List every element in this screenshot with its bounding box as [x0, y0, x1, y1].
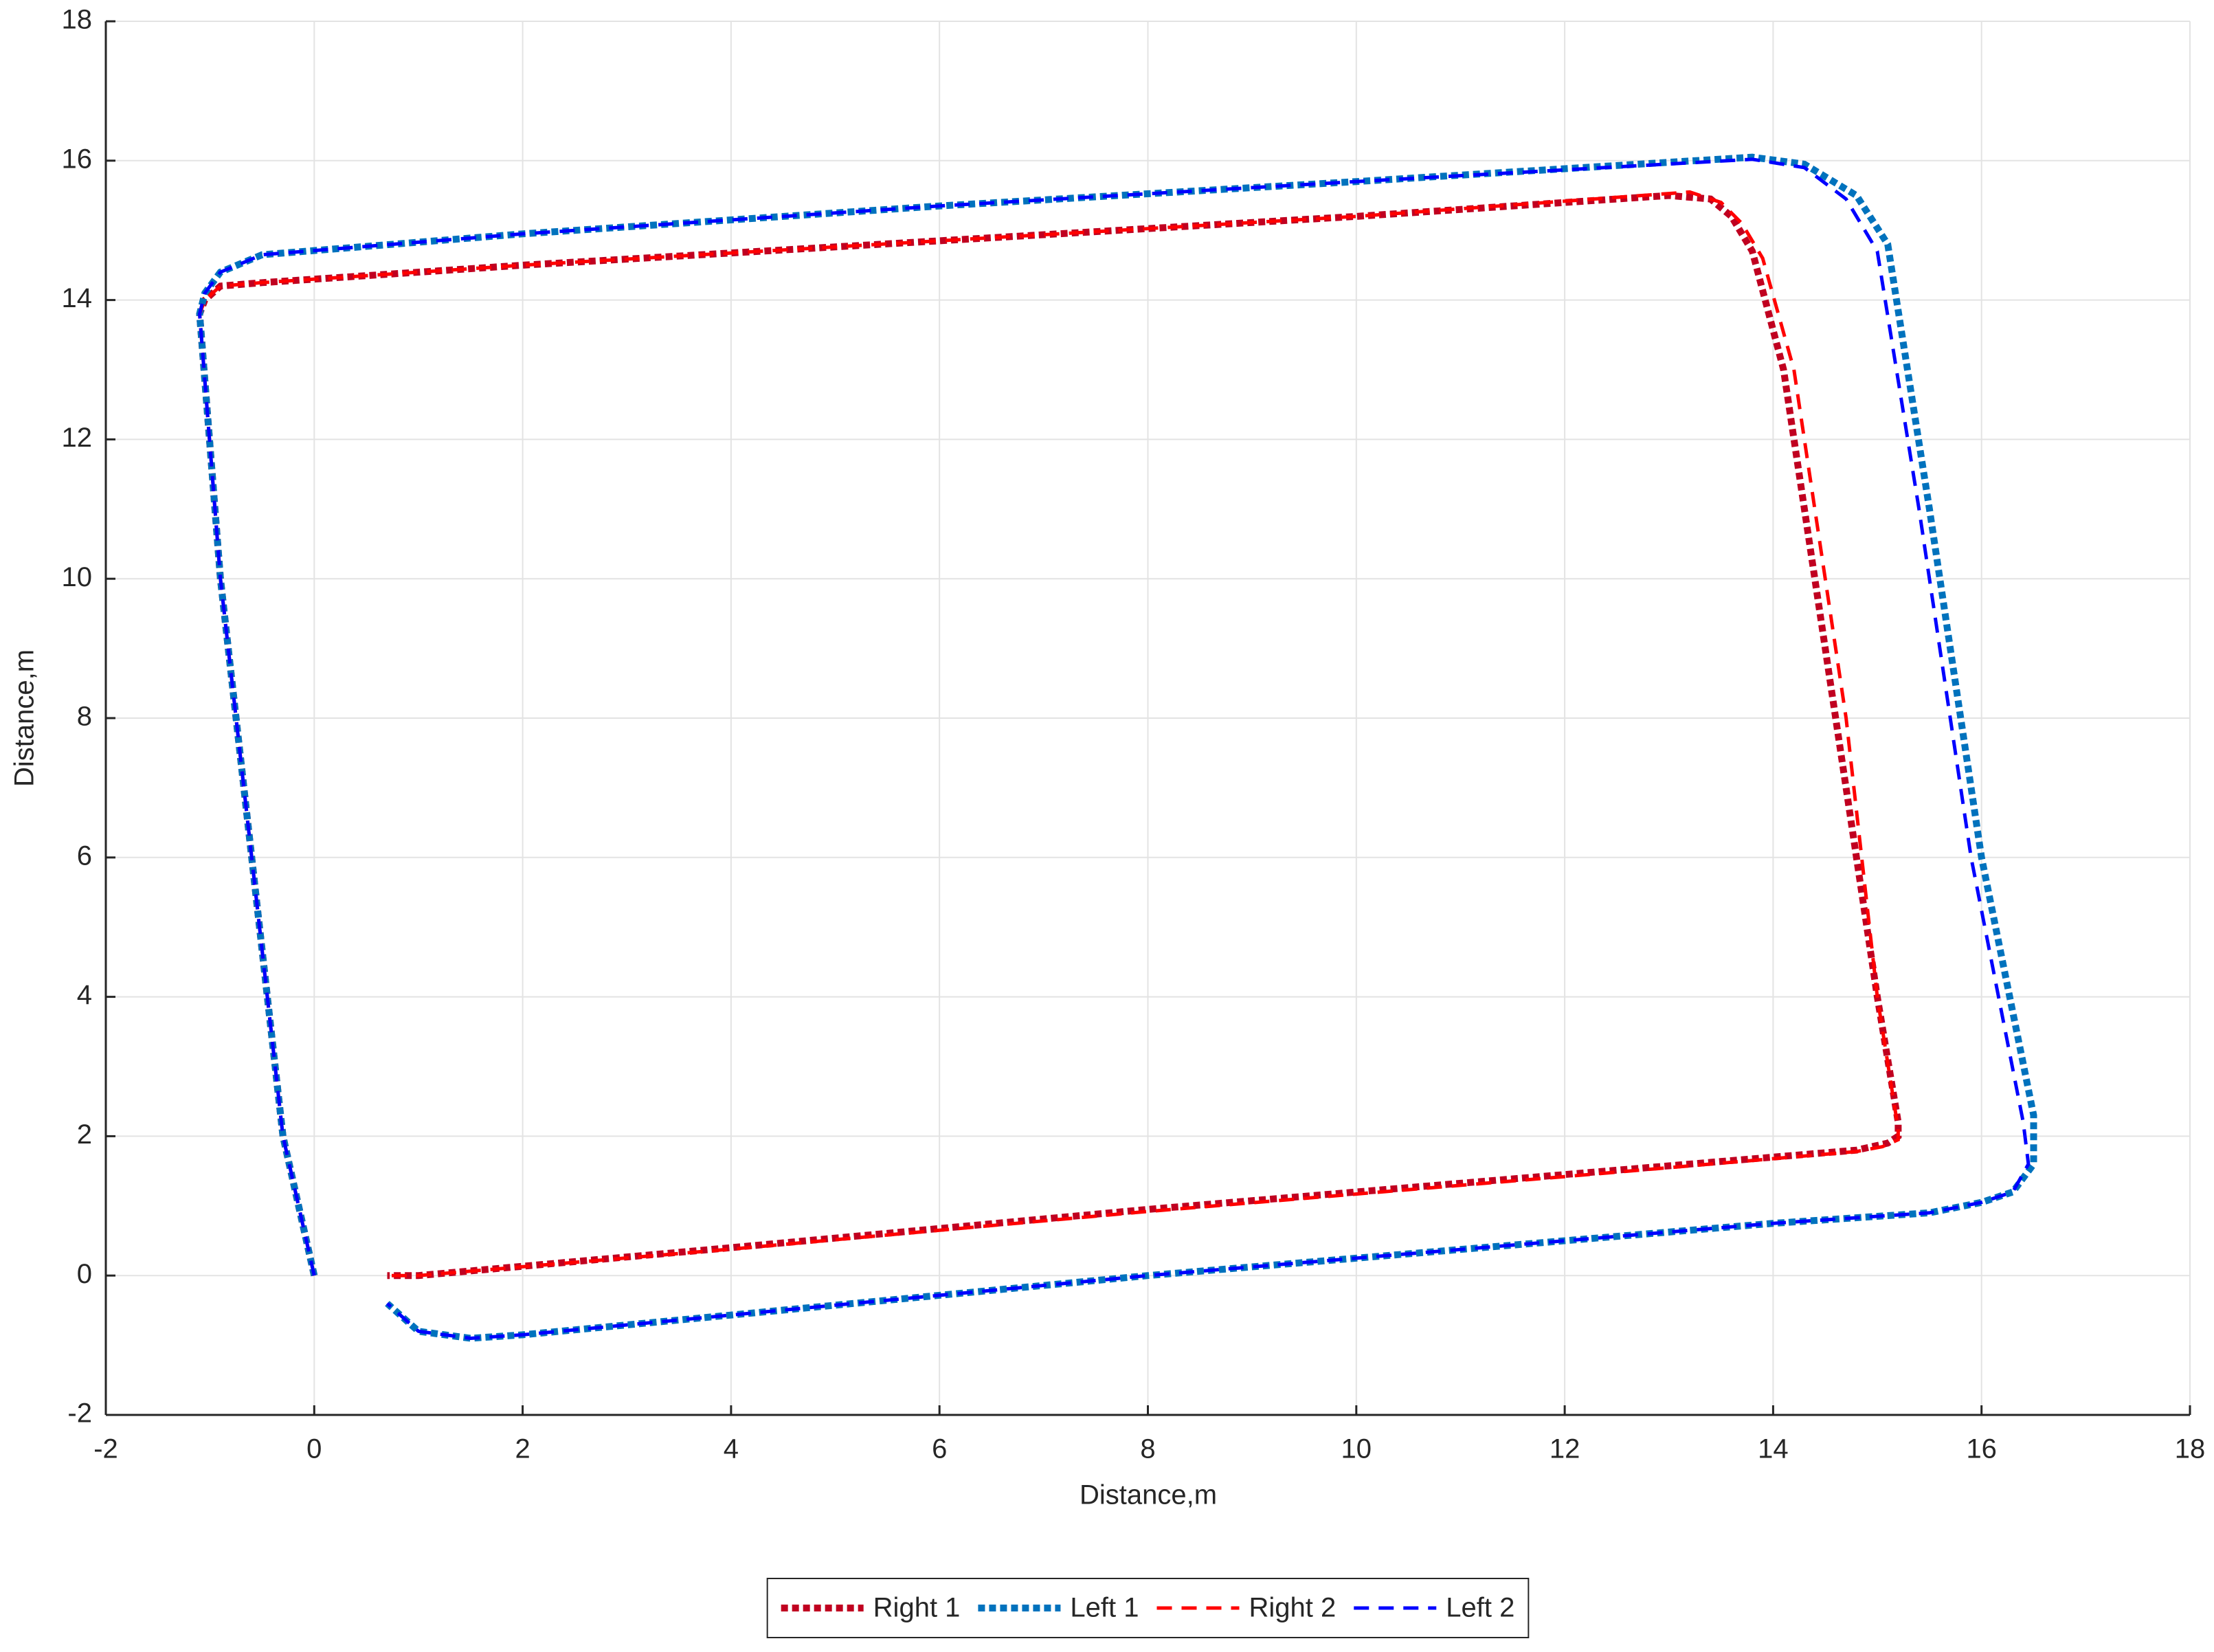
legend-label: Right 2	[1249, 1593, 1337, 1623]
legend-label: Left 1	[1070, 1593, 1139, 1623]
legend-label: Left 2	[1446, 1593, 1514, 1623]
x-tick-label: 6	[932, 1434, 947, 1464]
legend: Right 1 Left 1 Right 2 Left 2	[766, 1578, 1530, 1638]
x-tick-label: 4	[724, 1434, 739, 1464]
y-tick-label: 12	[62, 423, 93, 453]
y-axis-label: Distance,m	[10, 649, 40, 787]
x-tick-label: 12	[1550, 1434, 1580, 1464]
x-tick-label: 14	[1758, 1434, 1789, 1464]
y-tick-label: 6	[77, 840, 92, 871]
y-tick-label: 16	[62, 144, 93, 174]
x-tick-label: 0	[306, 1434, 322, 1464]
y-tick-label: 2	[77, 1119, 92, 1150]
y-tick-label: 18	[62, 5, 93, 35]
x-tick-label: 18	[2175, 1434, 2206, 1464]
x-tick-label: 10	[1341, 1434, 1372, 1464]
y-tick-label: 14	[62, 283, 93, 313]
trajectory-line	[197, 190, 1900, 1277]
x-axis-label: Distance,m	[1080, 1480, 1217, 1510]
y-tick-label: 4	[77, 980, 92, 1010]
legend-label: Right 1	[873, 1593, 961, 1623]
legend-box	[766, 1578, 1530, 1638]
trajectory-line	[197, 157, 2031, 1341]
x-tick-label: 16	[1966, 1434, 1997, 1464]
x-tick-label: 8	[1140, 1434, 1155, 1464]
y-tick-label: 0	[77, 1259, 92, 1289]
trajectory-line	[196, 192, 1902, 1280]
y-tick-label: -2	[67, 1398, 92, 1429]
x-tick-label: -2	[93, 1434, 118, 1464]
y-tick-label: 10	[62, 562, 93, 592]
y-tick-label: 8	[77, 702, 92, 732]
x-tick-label: 2	[515, 1434, 530, 1464]
